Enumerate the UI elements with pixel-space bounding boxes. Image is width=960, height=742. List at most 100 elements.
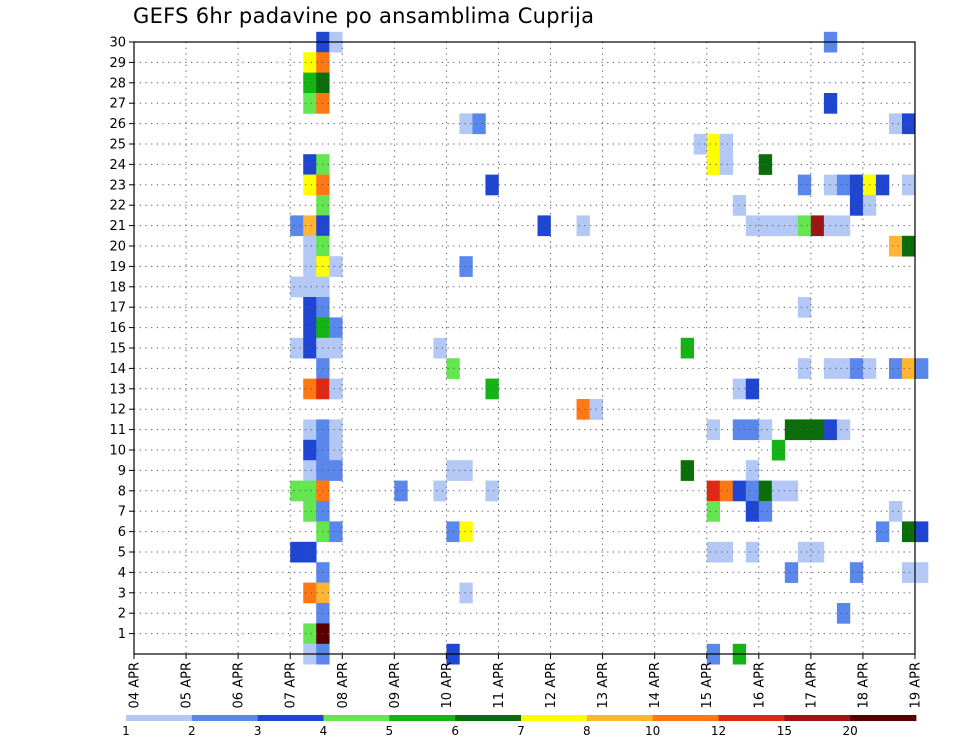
heatmap-cell — [303, 215, 317, 237]
heatmap-cell — [719, 154, 734, 175]
heatmap-cell — [810, 215, 825, 237]
heatmap-cell — [797, 541, 812, 563]
heatmap-cell — [836, 419, 851, 441]
heatmap-cell — [719, 480, 734, 502]
colorbar-swatch — [652, 715, 719, 721]
colorbar-label: 6 — [451, 724, 459, 738]
heatmap-cell — [758, 215, 773, 237]
heatmap-cell — [303, 501, 317, 522]
heatmap-cell — [915, 358, 929, 379]
colorbar-swatch — [718, 715, 785, 721]
heatmap-cell — [303, 52, 317, 73]
heatmap-cell — [732, 378, 747, 400]
heatmap-cell — [433, 337, 447, 359]
colorbar-label: 1 — [122, 724, 130, 738]
heatmap-cell — [303, 235, 317, 257]
heatmap-cell — [797, 358, 812, 379]
heatmap-cell — [784, 562, 799, 583]
y-tick-label: 27 — [109, 97, 126, 112]
heatmap-cell — [446, 460, 460, 481]
heatmap-cell — [849, 195, 864, 216]
y-tick-label: 6 — [118, 525, 126, 540]
colorbar-label: 7 — [517, 724, 525, 738]
y-tick-label: 22 — [109, 199, 126, 214]
colorbar-label: 15 — [777, 724, 792, 738]
heatmap-cell — [303, 419, 317, 441]
colorbar-swatch — [521, 715, 588, 721]
y-tick-label: 2 — [118, 607, 126, 622]
heatmap-cell — [394, 480, 408, 502]
heatmap-cell — [485, 480, 499, 502]
heatmap-cell — [303, 256, 317, 277]
heatmap-cell — [485, 378, 499, 400]
heatmap-cell — [459, 113, 473, 135]
heatmap-cell — [745, 378, 760, 400]
heatmap-cell — [849, 358, 864, 379]
heatmap-cell — [745, 541, 760, 563]
heatmap-cell — [329, 521, 343, 543]
colorbar-label: 10 — [645, 724, 660, 738]
heatmap-cell — [849, 562, 864, 583]
heatmap-cell — [303, 154, 317, 175]
y-tick-label: 23 — [109, 178, 126, 193]
heatmap-cell — [836, 603, 851, 624]
heatmap-cell — [329, 460, 343, 481]
heatmap-cell — [797, 215, 812, 237]
y-tick-label: 29 — [109, 56, 126, 71]
heatmap-cell — [472, 113, 486, 135]
y-tick-label: 28 — [109, 76, 126, 91]
y-tick-label: 18 — [109, 280, 126, 295]
colorbar-swatch — [389, 715, 456, 721]
heatmap-cell — [303, 623, 317, 645]
x-tick-label: 05 APR — [180, 662, 195, 708]
colorbar-label: 2 — [188, 724, 196, 738]
heatmap-cell — [303, 582, 317, 604]
heatmap-cell — [875, 521, 890, 543]
heatmap-cell — [303, 276, 317, 298]
y-tick-label: 16 — [109, 321, 126, 336]
heatmap-cell — [290, 541, 304, 563]
colorbar-label: 12 — [711, 724, 726, 738]
y-tick-label: 7 — [118, 505, 126, 520]
x-tick-label: 18 APR — [856, 662, 871, 708]
heatmap-cell — [888, 358, 903, 379]
heatmap-cell — [758, 419, 773, 441]
heatmap-cell — [901, 113, 916, 135]
colorbar-swatch — [455, 715, 522, 721]
heatmap-cell — [576, 399, 590, 420]
heatmap-cell — [888, 235, 903, 257]
heatmap-cell — [745, 480, 760, 502]
x-tick-label: 14 APR — [648, 662, 663, 708]
heatmap-cell — [784, 215, 799, 237]
y-tick-label: 1 — [118, 627, 126, 642]
x-tick-label: 19 APR — [909, 662, 924, 708]
colorbar-label: 4 — [320, 724, 328, 738]
colorbar-swatch — [784, 715, 851, 721]
heatmap-cell — [758, 154, 773, 175]
heatmap-cell — [719, 541, 734, 563]
x-tick-label: 17 APR — [804, 662, 819, 708]
x-tick-label: 08 APR — [336, 662, 351, 708]
heatmap-cell — [719, 133, 734, 155]
x-tick-label: 11 APR — [492, 662, 507, 708]
heatmap-cell — [849, 174, 864, 196]
heatmap-cell — [446, 358, 460, 379]
heatmap-cell — [290, 215, 304, 237]
colorbar-label: 5 — [386, 724, 394, 738]
x-tick-label: 12 APR — [544, 662, 559, 708]
y-tick-label: 13 — [109, 382, 126, 397]
heatmap-cell — [329, 419, 343, 441]
heatmap-cell — [303, 378, 317, 400]
heatmap-cell — [888, 501, 903, 522]
x-tick-label: 09 APR — [388, 662, 403, 708]
x-tick-label: 04 APR — [128, 662, 143, 708]
colorbar-swatch — [323, 715, 390, 721]
x-tick-label: 07 APR — [284, 662, 299, 708]
heatmap-cell — [901, 562, 916, 583]
heatmap-cell — [303, 93, 317, 114]
heatmap-cell — [459, 256, 473, 277]
heatmap-cell — [706, 541, 721, 563]
heatmap-cell — [329, 337, 343, 359]
y-tick-label: 19 — [109, 260, 126, 275]
heatmap-cell — [784, 419, 799, 441]
